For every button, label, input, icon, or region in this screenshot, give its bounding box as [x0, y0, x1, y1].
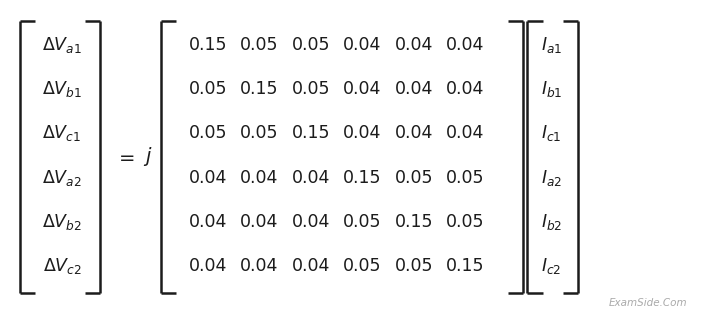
Text: 0.15: 0.15 — [343, 169, 381, 186]
Text: 0.15: 0.15 — [240, 80, 278, 98]
Text: 0.04: 0.04 — [446, 36, 484, 54]
Text: $\Delta V_{a2}$: $\Delta V_{a2}$ — [42, 167, 82, 188]
Text: $I_{b1}$: $I_{b1}$ — [541, 79, 562, 99]
Text: 0.04: 0.04 — [292, 257, 330, 275]
Text: 0.04: 0.04 — [189, 169, 227, 186]
Text: 0.05: 0.05 — [240, 125, 278, 142]
Text: 0.04: 0.04 — [395, 36, 433, 54]
Text: 0.04: 0.04 — [240, 169, 278, 186]
Text: 0.04: 0.04 — [395, 125, 433, 142]
Text: $\Delta V_{b1}$: $\Delta V_{b1}$ — [42, 79, 82, 99]
Text: $I_{c2}$: $I_{c2}$ — [541, 256, 561, 276]
Text: 0.04: 0.04 — [343, 80, 381, 98]
Text: 0.05: 0.05 — [395, 169, 433, 186]
Text: 0.04: 0.04 — [240, 213, 278, 231]
Text: 0.15: 0.15 — [395, 213, 433, 231]
Text: 0.05: 0.05 — [292, 36, 330, 54]
Text: 0.04: 0.04 — [446, 125, 484, 142]
Text: 0.04: 0.04 — [240, 257, 278, 275]
Text: $\Delta V_{a1}$: $\Delta V_{a1}$ — [42, 35, 82, 55]
Text: 0.05: 0.05 — [189, 125, 227, 142]
Text: $I_{c1}$: $I_{c1}$ — [541, 123, 561, 143]
Text: $=$: $=$ — [116, 147, 135, 167]
Text: 0.15: 0.15 — [189, 36, 227, 54]
Text: $I_{a1}$: $I_{a1}$ — [541, 35, 562, 55]
Text: 0.04: 0.04 — [189, 213, 227, 231]
Text: 0.04: 0.04 — [446, 80, 484, 98]
Text: 0.04: 0.04 — [343, 125, 381, 142]
Text: $j$: $j$ — [143, 145, 153, 168]
Text: $\Delta V_{c2}$: $\Delta V_{c2}$ — [42, 256, 82, 276]
Text: 0.05: 0.05 — [343, 213, 381, 231]
Text: $I_{b2}$: $I_{b2}$ — [541, 212, 562, 232]
Text: $I_{a2}$: $I_{a2}$ — [541, 167, 562, 188]
Text: $\Delta V_{b2}$: $\Delta V_{b2}$ — [42, 212, 82, 232]
Text: 0.04: 0.04 — [343, 36, 381, 54]
Text: 0.04: 0.04 — [189, 257, 227, 275]
Text: 0.15: 0.15 — [292, 125, 330, 142]
Text: 0.04: 0.04 — [292, 213, 330, 231]
Text: 0.05: 0.05 — [240, 36, 278, 54]
Text: 0.04: 0.04 — [292, 169, 330, 186]
Text: 0.04: 0.04 — [395, 80, 433, 98]
Text: $\Delta V_{c1}$: $\Delta V_{c1}$ — [42, 123, 82, 143]
Text: 0.05: 0.05 — [395, 257, 433, 275]
Text: 0.05: 0.05 — [189, 80, 227, 98]
Text: 0.05: 0.05 — [446, 169, 484, 186]
Text: ExamSide.Com: ExamSide.Com — [608, 298, 687, 308]
Text: 0.15: 0.15 — [446, 257, 484, 275]
Text: 0.05: 0.05 — [446, 213, 484, 231]
Text: 0.05: 0.05 — [343, 257, 381, 275]
Text: 0.05: 0.05 — [292, 80, 330, 98]
